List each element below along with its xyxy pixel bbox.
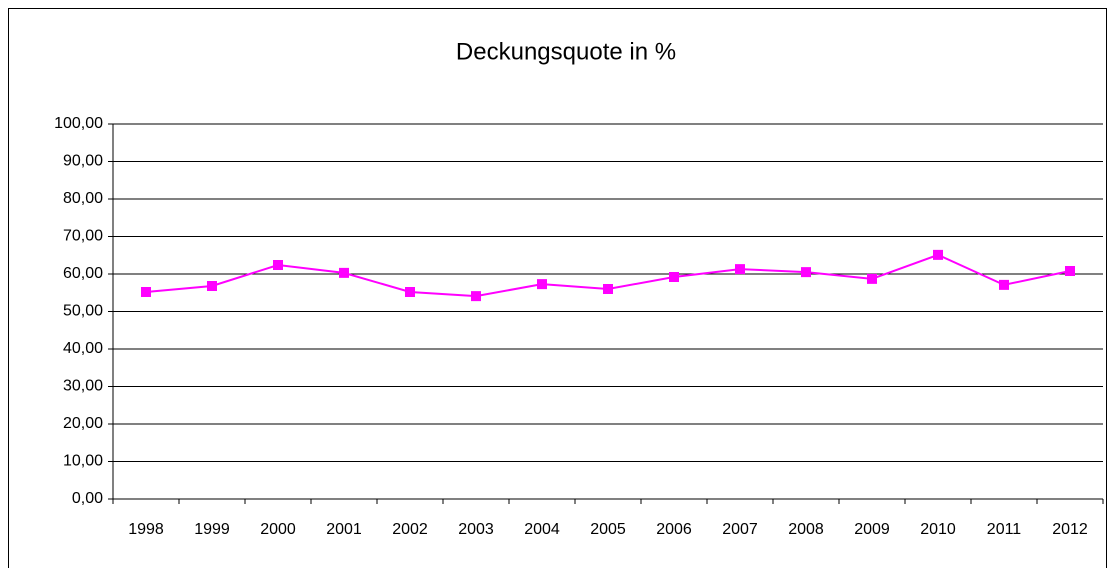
x-tick-label: 2003 [458,521,494,538]
x-tick-label: 2012 [1052,521,1088,538]
x-tick-label: 2000 [260,521,296,538]
x-tick-label: 2006 [656,521,692,538]
data-point [735,264,745,275]
y-tick-label: 30,00 [63,378,103,395]
y-tick-label: 10,00 [63,453,103,470]
y-tick-label: 90,00 [63,153,103,170]
y-tick-label: 60,00 [63,265,103,282]
data-point [603,284,613,294]
data-point [1065,266,1075,276]
data-point [867,273,877,284]
chart-title: Deckungsquote in % [456,38,676,65]
data-point [933,249,943,260]
data-point [801,267,811,278]
x-tick-label: 2004 [524,521,560,538]
data-point [405,287,415,297]
data-point [669,272,679,282]
y-tick-label: 20,00 [63,415,103,432]
data-point [273,260,283,270]
data-point [207,281,217,291]
x-tick-label: 2007 [722,521,758,538]
x-tick-label: 2011 [987,521,1022,538]
x-tick-label: 2009 [854,521,890,538]
data-point [141,287,151,297]
x-tick-label: 2008 [788,521,824,538]
y-tick-label: 40,00 [63,340,103,357]
y-tick-label: 0,00 [72,490,103,507]
data-point [339,267,349,278]
y-tick-label: 70,00 [63,228,103,245]
y-tick-label: 80,00 [63,190,103,207]
y-tick-label: 100,00 [54,115,103,132]
x-tick-label: 2005 [590,521,626,538]
x-tick-label: 2002 [392,521,428,538]
x-tick-label: 2010 [920,521,956,538]
x-tick-label: 1999 [194,521,230,538]
chart-border [8,8,1107,568]
x-tick-label: 1998 [128,521,164,538]
x-tick-label: 2001 [326,521,362,538]
y-tick-label: 50,00 [63,303,103,320]
data-point [537,279,547,290]
data-point [999,279,1009,290]
data-point [471,291,481,302]
